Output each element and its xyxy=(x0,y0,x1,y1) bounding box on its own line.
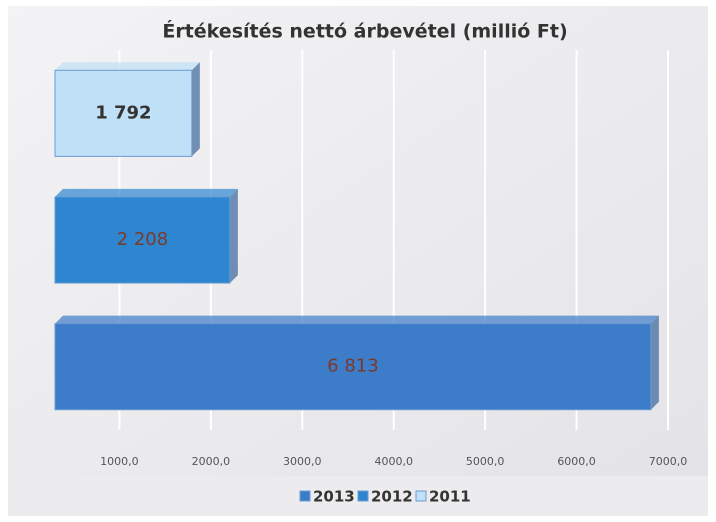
bar-top xyxy=(55,188,238,197)
x-tick-label: 5000,0 xyxy=(466,455,505,468)
bar xyxy=(54,323,652,411)
chart-title: Értékesítés nettó árbevétel (millió Ft) xyxy=(162,20,567,43)
legend-swatch xyxy=(415,490,427,502)
x-tick-label: 1000,0 xyxy=(100,455,139,468)
x-tick-label: 7000,0 xyxy=(649,455,688,468)
legend-swatch xyxy=(357,490,369,502)
legend-label: 2012 xyxy=(371,488,413,506)
value-label: 6 813 xyxy=(327,356,379,377)
value-label: 2 208 xyxy=(117,229,169,250)
legend-label: 2011 xyxy=(429,488,471,506)
bar-side xyxy=(650,315,659,410)
bar xyxy=(54,196,231,284)
bar-top xyxy=(55,62,200,71)
legend-swatch xyxy=(299,490,311,502)
value-label: 1 792 xyxy=(95,102,151,123)
x-tick-label: 6000,0 xyxy=(557,455,596,468)
bar xyxy=(54,69,193,157)
legend-label: 2013 xyxy=(313,488,355,506)
bar-top xyxy=(55,315,659,324)
bar-side xyxy=(229,188,238,284)
x-tick-label: 4000,0 xyxy=(374,455,413,468)
x-tick-label: 3000,0 xyxy=(283,455,322,468)
x-tick-label: 2000,0 xyxy=(192,455,231,468)
bar-side xyxy=(191,62,200,157)
